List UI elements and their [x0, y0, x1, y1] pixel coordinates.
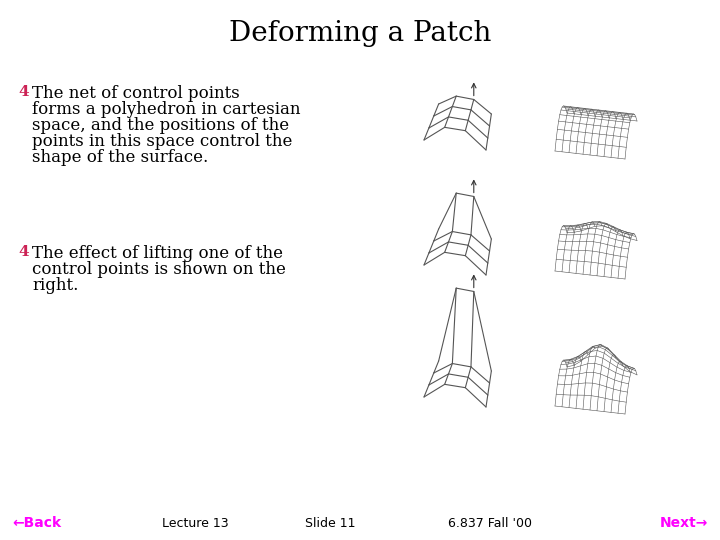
Text: The net of control points: The net of control points [32, 85, 240, 102]
Text: space, and the positions of the: space, and the positions of the [32, 117, 289, 134]
Text: ←Back: ←Back [12, 516, 61, 530]
Text: Next→: Next→ [660, 516, 708, 530]
Text: shape of the surface.: shape of the surface. [32, 149, 208, 166]
Text: points in this space control the: points in this space control the [32, 133, 292, 150]
Text: The effect of lifting one of the: The effect of lifting one of the [32, 245, 283, 262]
Text: control points is shown on the: control points is shown on the [32, 261, 286, 278]
Text: Slide 11: Slide 11 [305, 517, 355, 530]
Text: forms a polyhedron in cartesian: forms a polyhedron in cartesian [32, 101, 300, 118]
Text: 4: 4 [18, 85, 29, 99]
Text: 4: 4 [18, 245, 29, 259]
Text: Lecture 13: Lecture 13 [162, 517, 228, 530]
Text: right.: right. [32, 277, 78, 294]
Text: 6.837 Fall '00: 6.837 Fall '00 [448, 517, 532, 530]
Text: Deforming a Patch: Deforming a Patch [229, 20, 491, 47]
